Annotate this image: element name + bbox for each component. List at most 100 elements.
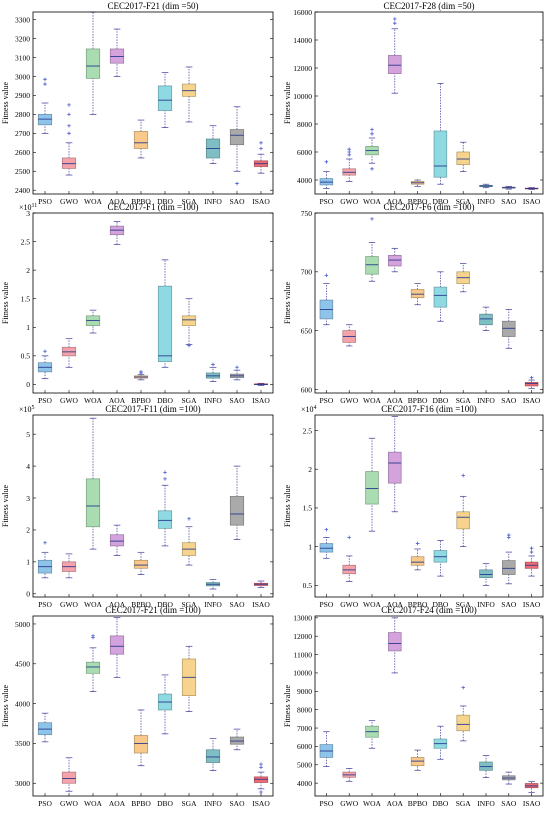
- x-tick-label: GWO: [60, 799, 78, 808]
- outlier-marker: [43, 349, 47, 354]
- box-dbo: [157, 285, 173, 362]
- outlier-marker: [187, 516, 191, 521]
- y-tick-label: 2.5: [21, 237, 31, 246]
- x-tick-label: DBO: [157, 396, 173, 405]
- plot-frame: [32, 615, 274, 797]
- x-tick-label: SGA: [181, 197, 197, 206]
- outlier-marker: [507, 533, 511, 537]
- x-tick-label: AOA: [109, 600, 126, 609]
- outlier-marker: [347, 535, 351, 540]
- x-tick-label: WOA: [363, 600, 381, 609]
- x-tick-label: ISAO: [523, 197, 541, 206]
- y-tick-label: 1.5: [303, 504, 313, 513]
- y-tick-label: 2700: [15, 129, 30, 138]
- x-tick-label: WOA: [84, 600, 102, 609]
- y-axis-label: Fitness value: [1, 685, 10, 727]
- x-tick-label: AOA: [387, 197, 404, 206]
- outlier-marker: [347, 147, 351, 151]
- outlier-marker: [324, 273, 329, 278]
- x-tick-label: BPBO: [131, 197, 151, 206]
- x-tick-label: SGA: [181, 600, 197, 609]
- x-tick-label: INFO: [204, 799, 222, 808]
- y-tick-label: 11000: [294, 650, 313, 659]
- x-tick-label: GWO: [60, 396, 78, 405]
- x-tick-label: WOA: [363, 799, 381, 808]
- y-tick-label: 4500: [15, 660, 30, 669]
- box-dbo: [433, 286, 448, 308]
- x-tick-label: PSO: [320, 600, 334, 609]
- y-tick-label: 1.5: [21, 295, 31, 304]
- outlier-marker: [393, 21, 397, 25]
- x-tick-label: BPBO: [131, 799, 151, 808]
- box-sga: [456, 151, 470, 165]
- plot-frame: [32, 414, 274, 598]
- y-tick-label: 3100: [15, 53, 30, 62]
- box-info: [479, 761, 493, 771]
- y-tick-label: 12000: [293, 64, 312, 73]
- y-tick-label: 3000: [15, 72, 30, 81]
- y-tick-label: 3000: [15, 779, 30, 788]
- x-tick-label: INFO: [477, 799, 495, 808]
- x-tick-label: WOA: [84, 799, 102, 808]
- y-tick-label: 10000: [293, 92, 312, 101]
- plot-frame: [314, 11, 544, 195]
- x-tick-label: ISAO: [523, 600, 541, 609]
- y-tick-label: 6000: [297, 148, 312, 157]
- x-tick-label: SAO: [501, 396, 517, 405]
- y-tick-label: 3200: [15, 34, 30, 43]
- box-sao: [502, 560, 516, 575]
- y-tick-label: 4000: [15, 699, 30, 708]
- x-tick-label: WOA: [84, 197, 102, 206]
- y-tick-label: 10000: [293, 669, 312, 678]
- box-sga: [456, 511, 470, 530]
- x-tick-label: SGA: [456, 197, 472, 206]
- x-tick-label: INFO: [204, 600, 222, 609]
- x-tick-label: AOA: [109, 396, 126, 405]
- box-aoa: [388, 632, 402, 652]
- box-isao: [524, 382, 539, 387]
- y-tick-label: 8000: [297, 705, 312, 714]
- outlier-marker: [370, 167, 374, 171]
- box-sga: [181, 315, 197, 326]
- y-tick-label: 12000: [293, 632, 312, 641]
- x-tick-label: WOA: [363, 396, 381, 405]
- x-tick-label: SAO: [501, 197, 517, 206]
- outlier-marker: [259, 141, 263, 145]
- y-tick-label: 2: [26, 266, 30, 275]
- box-aoa: [109, 534, 125, 547]
- outlier-marker: [91, 634, 95, 638]
- x-tick-label: BPBO: [131, 396, 151, 405]
- outlier-marker: [415, 541, 420, 546]
- outlier-marker: [67, 123, 71, 128]
- x-tick-label: INFO: [477, 197, 495, 206]
- x-tick-label: DBO: [157, 799, 173, 808]
- x-tick-label: ISAO: [523, 799, 541, 808]
- y-tick-label: 2500: [15, 167, 30, 176]
- y-tick-label: 0: [26, 590, 30, 599]
- x-tick-label: DBO: [432, 396, 448, 405]
- y-tick-label: 0: [26, 380, 30, 389]
- y-tick-label: 5000: [15, 620, 30, 629]
- y-tick-label: 6000: [297, 742, 312, 751]
- y-axis-label: Fitness value: [1, 485, 10, 527]
- chart-panel-8: CEC2017-F24 (dim =100) Fitness value 4000 5…: [283, 605, 544, 808]
- box-pso: [37, 114, 53, 126]
- x-tick-label: BPBO: [131, 600, 151, 609]
- outlier-marker: [139, 370, 143, 374]
- x-tick-label: BPBO: [408, 396, 428, 405]
- outlier-marker: [67, 103, 71, 107]
- outlier-marker: [529, 375, 534, 380]
- chart-panel-2: CEC2017-F28 (dim =50) Fitness value 4000 60…: [283, 1, 544, 206]
- plot-frame: [314, 212, 544, 394]
- y-tick-label: 1: [308, 542, 312, 551]
- box-dbo: [157, 510, 173, 529]
- chart-panel-3: CEC2017-F1 (dim =100) Fitness value ×1011 0…: [1, 202, 274, 405]
- box-bpbo: [410, 757, 425, 767]
- x-tick-label: WOA: [363, 197, 381, 206]
- axis-exponent: ×105: [19, 405, 35, 414]
- x-tick-label: SGA: [456, 799, 472, 808]
- x-tick-label: AOA: [387, 799, 404, 808]
- x-tick-label: SAO: [229, 197, 245, 206]
- chart-title: CEC2017-F28 (dim =50): [383, 1, 474, 11]
- y-tick-label: 2.5: [303, 426, 313, 435]
